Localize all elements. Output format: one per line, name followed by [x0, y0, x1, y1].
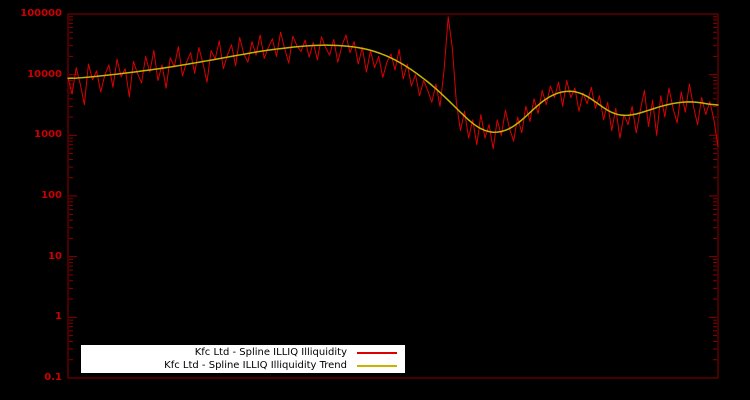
legend-label: Kfc Ltd - Spline ILLIQ Illiquidity Trend: [164, 360, 347, 371]
y-tick-label: 10: [48, 250, 62, 262]
legend-item: Kfc Ltd - Spline ILLIQ Illiquidity Trend: [89, 359, 397, 372]
y-tick-label: 1: [55, 311, 62, 323]
legend-line-sample-illiquidity: [357, 351, 397, 354]
y-tick-label: 0.1: [44, 372, 62, 383]
y-tick-label: 10000: [27, 68, 62, 80]
legend: Kfc Ltd - Spline ILLIQ Illiquidity Kfc L…: [80, 344, 406, 374]
legend-label: Kfc Ltd - Spline ILLIQ Illiquidity: [194, 347, 347, 358]
legend-item: Kfc Ltd - Spline ILLIQ Illiquidity: [89, 346, 397, 359]
y-tick-label: 1000: [34, 129, 62, 141]
legend-line-sample-trend: [357, 364, 397, 367]
y-tick-label: 100000: [20, 8, 62, 19]
y-tick-label: 100: [41, 190, 62, 201]
